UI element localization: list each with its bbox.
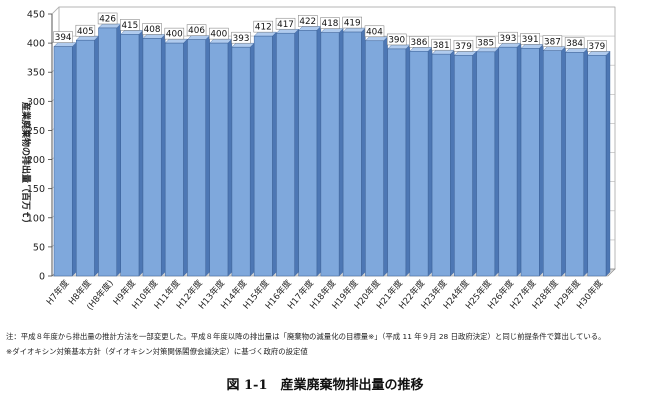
data-label: 379 xyxy=(588,42,605,52)
data-label: 390 xyxy=(388,36,405,46)
data-label-box xyxy=(475,36,496,49)
bar xyxy=(231,42,255,277)
data-label-box xyxy=(298,15,318,27)
bar xyxy=(364,36,389,277)
y-axis-title: 産業廃棄物の排出量（百万ｔ） xyxy=(20,102,32,228)
data-label-box xyxy=(75,24,96,37)
data-label: 426 xyxy=(99,15,116,25)
data-label-box xyxy=(120,19,140,31)
bar xyxy=(498,42,522,277)
data-label: 418 xyxy=(322,19,339,29)
bar xyxy=(97,23,122,277)
bar xyxy=(542,46,567,277)
data-label-box xyxy=(275,17,296,30)
bar xyxy=(520,43,544,277)
data-label: 400 xyxy=(210,30,227,40)
data-label-box xyxy=(164,27,185,40)
data-label: 379 xyxy=(455,42,472,52)
footnote-1: 注：平成８年度から排出量の推計方法を一部変更した。平成８年度以降の排出量は「廃棄… xyxy=(6,332,606,341)
bar-chart: 0 50 100 150 200 250 300 350 400 450 394 405 426 415… xyxy=(20,6,616,312)
bar xyxy=(75,35,99,277)
data-label-box xyxy=(498,31,518,44)
y-tick-label: 350 xyxy=(27,68,45,79)
y-tick-label: 250 xyxy=(27,126,45,137)
bar xyxy=(298,25,322,277)
bar xyxy=(431,49,455,277)
figure-caption: 図 1-1 産業廃棄物排出量の推移 xyxy=(226,378,424,393)
data-label: 386 xyxy=(411,38,428,48)
data-label: 412 xyxy=(255,23,272,33)
bar xyxy=(320,28,344,277)
data-label-box xyxy=(364,25,385,38)
x-tick-label: H7年度 xyxy=(44,277,72,307)
data-label: 381 xyxy=(433,41,450,51)
data-label: 400 xyxy=(166,30,183,40)
y-tick-label: 150 xyxy=(27,184,45,195)
data-label-box xyxy=(542,35,563,47)
y-tick-label: 200 xyxy=(27,155,45,166)
y-tick-label: 400 xyxy=(27,39,45,50)
data-label-box xyxy=(186,24,207,36)
gridline xyxy=(51,6,615,15)
data-label-box xyxy=(253,20,274,33)
bar xyxy=(253,31,277,277)
footnote-2: ※ダイオキシン対策基本方針（ダイオキシン対策関係閣僚会議決定）に基づく政府の設定… xyxy=(6,347,308,356)
data-label-box xyxy=(520,33,540,45)
data-label: 393 xyxy=(233,34,250,44)
bar xyxy=(53,42,77,277)
data-label-box xyxy=(97,12,118,25)
y-tick-label: 100 xyxy=(27,213,45,224)
bar xyxy=(275,28,300,277)
data-label: 417 xyxy=(277,20,294,30)
data-label-box xyxy=(320,17,340,29)
bar xyxy=(209,38,233,277)
bar xyxy=(120,29,144,277)
data-label-box xyxy=(564,37,585,49)
data-label: 384 xyxy=(566,39,583,49)
data-label: 405 xyxy=(77,27,94,37)
data-label-box xyxy=(231,31,251,44)
bar xyxy=(476,47,500,277)
y-tick-label: 0 xyxy=(39,272,45,283)
data-label: 404 xyxy=(366,27,383,37)
bars: 394 405 426 415 408 400 406 400 393 412 417 422 418 4… xyxy=(53,12,611,277)
data-label-box xyxy=(342,16,362,29)
bar xyxy=(186,35,211,277)
data-label-box xyxy=(453,40,474,52)
data-label: 406 xyxy=(188,26,205,36)
y-tick-label: 450 xyxy=(27,10,45,21)
data-label-box xyxy=(587,40,607,52)
data-label: 394 xyxy=(55,33,72,43)
bar xyxy=(342,27,366,277)
x-axis-labels: H7年度H8年度(H8年度)H9年度H10年度H11年度H12年度H13年度H1… xyxy=(44,277,606,312)
data-label-box xyxy=(209,27,229,40)
data-label: 415 xyxy=(121,21,138,31)
bar xyxy=(142,33,166,277)
data-label: 408 xyxy=(144,25,161,35)
y-axis: 0 50 100 150 200 250 300 350 400 450 xyxy=(27,10,53,283)
bar xyxy=(565,47,589,277)
bar xyxy=(387,44,411,277)
bar xyxy=(409,46,433,277)
bar xyxy=(453,50,478,277)
data-label-box xyxy=(431,38,451,51)
y-tick-label: 300 xyxy=(27,97,45,108)
data-label: 391 xyxy=(522,35,539,45)
data-label: 419 xyxy=(344,19,361,29)
bar xyxy=(164,38,188,277)
data-label-box xyxy=(409,36,429,48)
bar xyxy=(587,50,611,277)
y-tick-label: 50 xyxy=(33,242,45,253)
data-label-box xyxy=(386,33,407,46)
data-label: 385 xyxy=(477,38,494,48)
data-label-box xyxy=(53,31,73,43)
data-label: 422 xyxy=(299,17,316,27)
data-label-box xyxy=(142,23,162,35)
data-label: 393 xyxy=(500,34,517,44)
data-label: 387 xyxy=(544,37,561,47)
